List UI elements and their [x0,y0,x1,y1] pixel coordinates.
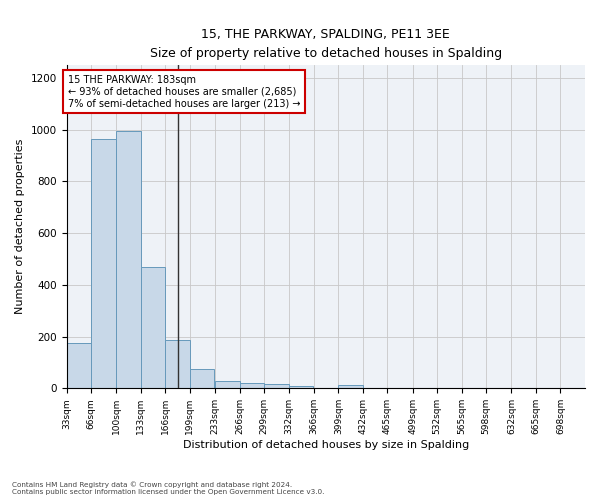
Bar [289,386,313,388]
Text: Contains HM Land Registry data © Crown copyright and database right 2024.
Contai: Contains HM Land Registry data © Crown c… [12,482,325,495]
Y-axis label: Number of detached properties: Number of detached properties [15,139,25,314]
X-axis label: Distribution of detached houses by size in Spalding: Distribution of detached houses by size … [182,440,469,450]
Bar [239,382,264,388]
Title: 15, THE PARKWAY, SPALDING, PE11 3EE
Size of property relative to detached houses: 15, THE PARKWAY, SPALDING, PE11 3EE Size… [150,28,502,60]
Bar [67,343,91,388]
Bar [166,340,190,388]
Text: 15 THE PARKWAY: 183sqm
← 93% of detached houses are smaller (2,685)
7% of semi-d: 15 THE PARKWAY: 183sqm ← 93% of detached… [68,76,301,108]
Bar [91,138,116,388]
Bar [190,369,214,388]
Bar [215,381,239,388]
Bar [264,384,289,388]
Bar [116,131,141,388]
Bar [141,267,166,388]
Bar [338,385,363,388]
